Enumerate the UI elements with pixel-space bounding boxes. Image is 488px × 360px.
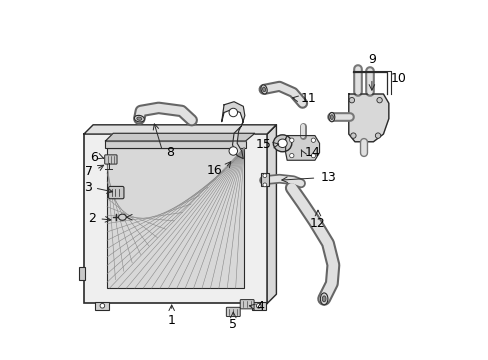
Bar <box>107 148 244 288</box>
Text: 15: 15 <box>255 138 271 151</box>
FancyBboxPatch shape <box>108 186 123 199</box>
Circle shape <box>263 174 266 177</box>
FancyBboxPatch shape <box>240 300 254 309</box>
Circle shape <box>310 138 315 142</box>
Text: 1: 1 <box>167 314 175 327</box>
Ellipse shape <box>261 85 266 94</box>
Circle shape <box>350 133 355 138</box>
Text: 2: 2 <box>88 212 96 225</box>
Circle shape <box>228 147 237 155</box>
Bar <box>84 134 266 303</box>
Ellipse shape <box>320 293 327 305</box>
Circle shape <box>100 303 104 308</box>
Polygon shape <box>84 125 276 134</box>
Circle shape <box>289 138 293 142</box>
Polygon shape <box>285 136 319 160</box>
Ellipse shape <box>328 112 334 122</box>
Text: 8: 8 <box>166 146 174 159</box>
Ellipse shape <box>134 115 144 122</box>
Circle shape <box>289 153 293 158</box>
Bar <box>261 172 268 186</box>
Bar <box>95 302 109 310</box>
Ellipse shape <box>118 214 126 220</box>
Text: 16: 16 <box>206 164 222 177</box>
FancyBboxPatch shape <box>226 307 240 316</box>
Circle shape <box>348 98 354 103</box>
Ellipse shape <box>322 296 325 302</box>
Text: 4: 4 <box>256 300 264 313</box>
Circle shape <box>263 183 266 187</box>
Polygon shape <box>221 102 244 159</box>
Text: 10: 10 <box>390 72 406 85</box>
FancyBboxPatch shape <box>104 155 117 164</box>
Text: 5: 5 <box>229 318 237 331</box>
Text: 7: 7 <box>85 165 93 177</box>
Bar <box>105 141 245 148</box>
Text: 13: 13 <box>320 171 335 184</box>
Polygon shape <box>266 125 276 303</box>
Polygon shape <box>105 133 254 141</box>
Circle shape <box>375 133 380 138</box>
Text: 6: 6 <box>90 150 98 164</box>
Bar <box>79 266 85 280</box>
Text: 14: 14 <box>305 146 320 159</box>
Circle shape <box>310 153 315 158</box>
Polygon shape <box>348 94 388 142</box>
Circle shape <box>228 108 237 117</box>
Text: 12: 12 <box>309 217 325 230</box>
Circle shape <box>376 98 382 103</box>
Bar <box>251 302 265 310</box>
Ellipse shape <box>277 139 286 148</box>
Circle shape <box>256 303 261 308</box>
Text: 9: 9 <box>367 53 375 66</box>
Text: 11: 11 <box>301 92 316 105</box>
Ellipse shape <box>262 87 265 92</box>
Ellipse shape <box>273 135 291 152</box>
Ellipse shape <box>330 115 333 120</box>
Text: 3: 3 <box>83 181 91 194</box>
Ellipse shape <box>137 117 142 120</box>
